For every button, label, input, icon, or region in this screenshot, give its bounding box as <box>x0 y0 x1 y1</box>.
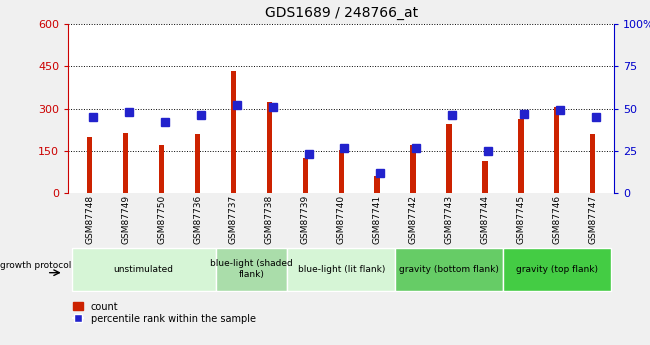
Text: blue-light (shaded
flank): blue-light (shaded flank) <box>210 259 292 279</box>
Bar <box>216 248 287 290</box>
Text: GSM87740: GSM87740 <box>337 195 346 244</box>
Bar <box>374 176 380 193</box>
Text: blue-light (lit flank): blue-light (lit flank) <box>298 265 385 274</box>
Text: GSM87736: GSM87736 <box>193 195 202 244</box>
Text: GSM87741: GSM87741 <box>372 195 382 244</box>
Text: gravity (top flank): gravity (top flank) <box>516 265 598 274</box>
Text: growth protocol: growth protocol <box>0 261 72 270</box>
Bar <box>303 158 308 193</box>
Bar <box>123 132 129 193</box>
Bar <box>482 161 488 193</box>
Text: GSM87747: GSM87747 <box>588 195 597 244</box>
Text: GSM87742: GSM87742 <box>409 195 417 244</box>
Bar <box>231 71 236 193</box>
Text: unstimulated: unstimulated <box>114 265 174 274</box>
Bar <box>159 145 164 193</box>
Bar <box>339 149 344 193</box>
Text: GSM87748: GSM87748 <box>85 195 94 244</box>
Bar <box>395 248 503 290</box>
Text: GSM87746: GSM87746 <box>552 195 562 244</box>
Title: GDS1689 / 248766_at: GDS1689 / 248766_at <box>265 6 418 20</box>
Text: GSM87750: GSM87750 <box>157 195 166 244</box>
Text: GSM87744: GSM87744 <box>480 195 489 244</box>
Bar <box>287 248 395 290</box>
Bar <box>518 119 523 193</box>
Text: GSM87749: GSM87749 <box>121 195 130 244</box>
Bar <box>554 107 560 193</box>
Bar <box>503 248 610 290</box>
Legend: count, percentile rank within the sample: count, percentile rank within the sample <box>73 302 255 324</box>
Bar <box>447 124 452 193</box>
Text: GSM87737: GSM87737 <box>229 195 238 244</box>
Bar <box>87 137 92 193</box>
Text: GSM87739: GSM87739 <box>301 195 310 244</box>
Bar <box>410 145 416 193</box>
Bar <box>266 102 272 193</box>
Bar <box>72 248 216 290</box>
Text: GSM87743: GSM87743 <box>445 195 454 244</box>
Text: GSM87738: GSM87738 <box>265 195 274 244</box>
Bar <box>195 134 200 193</box>
Text: gravity (bottom flank): gravity (bottom flank) <box>399 265 499 274</box>
Bar <box>590 134 595 193</box>
Text: GSM87745: GSM87745 <box>516 195 525 244</box>
